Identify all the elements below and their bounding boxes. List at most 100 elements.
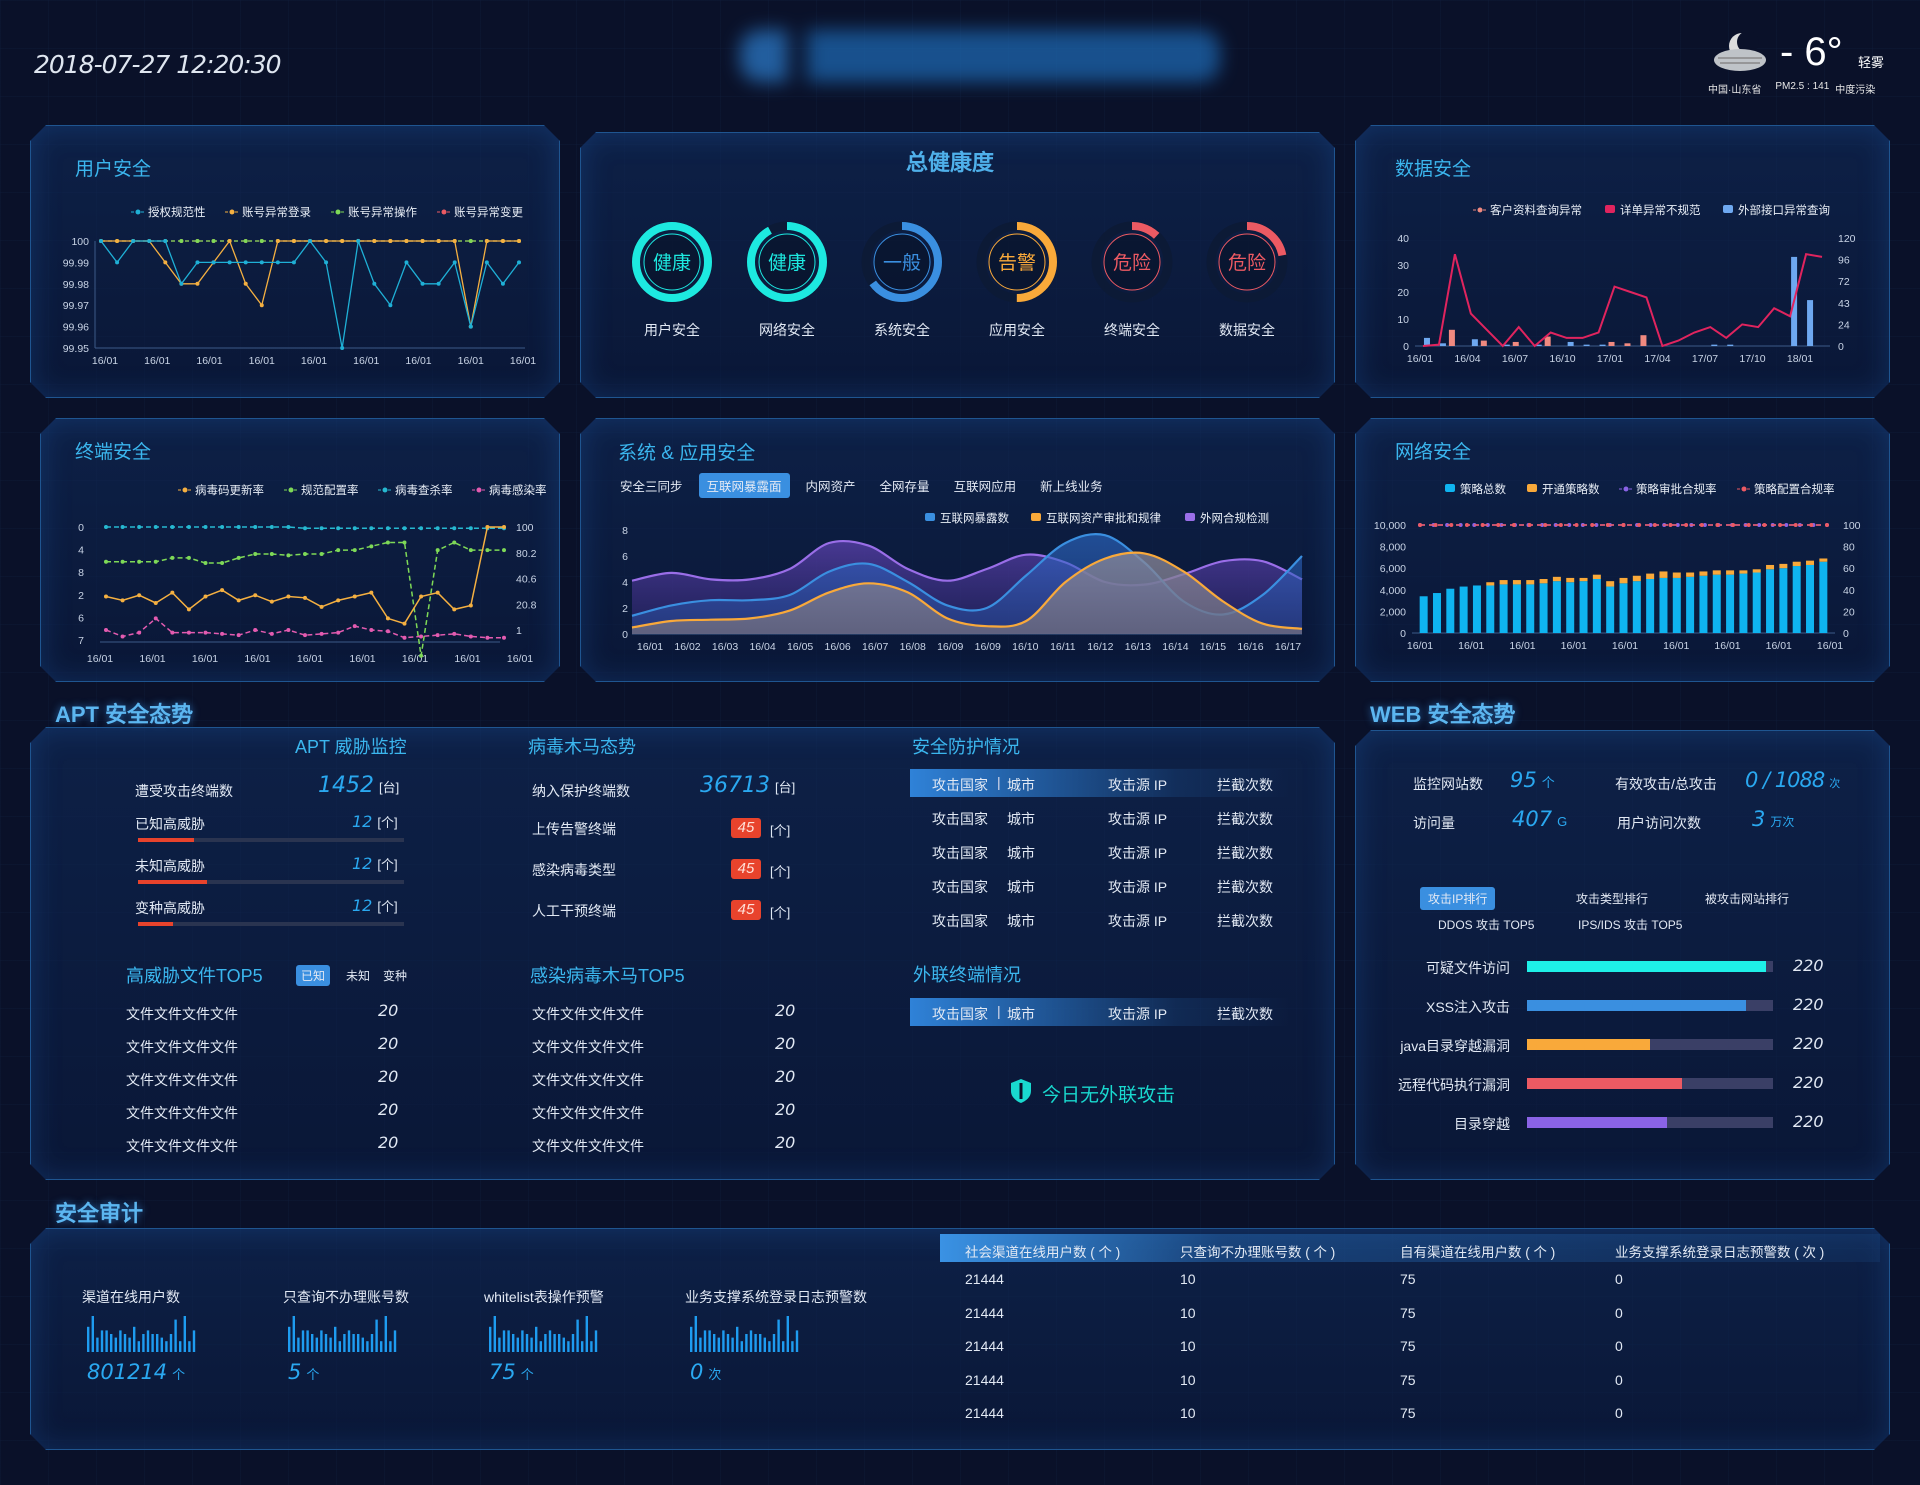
list-item-name: 文件文件文件文件	[126, 1006, 238, 1022]
col-country: 攻击国家	[932, 777, 988, 793]
web-tab-0[interactable]: 攻击IP排行	[1420, 887, 1496, 910]
tab-2[interactable]: 内网资产	[805, 480, 856, 494]
virus-title: 病毒木马态势	[528, 737, 636, 757]
audit-stat-label: 业务支撑系统登录日志预警数	[685, 1289, 867, 1305]
table-cell: 75	[1400, 1304, 1416, 1321]
attacked-value: 1452	[318, 773, 374, 798]
external-header	[910, 998, 1290, 1026]
apt-panel	[30, 727, 1335, 1180]
weather-pollution: 中度污染	[1835, 85, 1876, 96]
protection-title: 安全防护情况	[912, 737, 1020, 757]
sites-stat: 95 个	[1510, 768, 1555, 792]
virus-item-label: 感染病毒类型	[532, 862, 616, 878]
threat-progress	[138, 922, 404, 926]
tab-1[interactable]: 互联网暴露面	[698, 473, 790, 498]
attack-bar	[1527, 1117, 1773, 1128]
virus-item-unit: [个]	[770, 905, 791, 920]
threat-progress-fill	[138, 880, 208, 884]
list-item-name: 文件文件文件文件	[532, 1105, 644, 1121]
table-cell: 21444	[965, 1405, 1004, 1421]
weather-temp: - 6°	[1780, 30, 1843, 74]
panel-title: 系统 & 应用安全	[618, 443, 756, 464]
virus-item-badge: 45	[731, 818, 761, 838]
table-cell: 0	[1615, 1304, 1623, 1321]
col-count: 拦截次数	[1217, 1006, 1273, 1022]
table-cell: 21444	[965, 1338, 1004, 1354]
col-count: 拦截次数	[1217, 845, 1273, 861]
col-city: 城市	[1007, 845, 1035, 861]
protected-unit: [台]	[775, 780, 796, 795]
weather-details: 中国·山东省 PM2.5 : 141 中度污染	[1708, 81, 1875, 96]
web-tab-1[interactable]: 攻击类型排行	[1576, 892, 1649, 906]
table-cell: 0	[1615, 1371, 1623, 1388]
panel-title: 总健康度	[906, 150, 995, 175]
trojan-top5-title: 感染病毒木马TOP5	[530, 966, 685, 986]
panel-title: 终端安全	[75, 442, 152, 463]
virus-item-badge: 45	[731, 859, 761, 879]
list-item-value: 20	[378, 1067, 399, 1086]
col-country: 攻击国家	[932, 811, 988, 827]
web-tab-2[interactable]: 被攻击网站排行	[1705, 892, 1790, 906]
audit-stat-label: 渠道在线用户数	[82, 1289, 180, 1305]
file-tab-2[interactable]: 变种	[383, 969, 408, 983]
apt-section-title: APT 安全态势	[55, 702, 194, 727]
table-cell: 10	[1180, 1371, 1196, 1388]
list-item-name: 文件文件文件文件	[126, 1105, 238, 1121]
file-tab-0[interactable]: 已知	[296, 965, 331, 986]
list-item-name: 文件文件文件文件	[126, 1039, 238, 1055]
threat-progress	[138, 880, 404, 884]
protection-header	[910, 769, 1290, 797]
list-item-value: 20	[775, 1034, 796, 1053]
tab-3[interactable]: 全网存量	[879, 480, 930, 494]
health-label: 系统安全	[874, 322, 930, 338]
panel-title: 网络安全	[1395, 442, 1472, 463]
sys-tabs: 安全三同步 互联网暴露面 内网资产 全网存量 互联网应用 新上线业务	[612, 473, 1119, 498]
col-country: 攻击国家	[932, 1006, 988, 1022]
threat-progress-fill	[138, 922, 173, 926]
col-count: 拦截次数	[1217, 913, 1273, 929]
threat-progress	[138, 838, 404, 842]
web-section-title: WEB 安全态势	[1370, 702, 1516, 727]
threat-label: 未知高威胁	[135, 858, 205, 874]
attack-bar-fill	[1527, 961, 1766, 972]
list-item-value: 20	[378, 1100, 399, 1119]
virus-item-label: 上传告警终端	[532, 821, 616, 837]
list-item-value: 20	[378, 1133, 399, 1152]
audit-stat: 801214 个	[87, 1360, 185, 1384]
col-country: 攻击国家	[932, 913, 988, 929]
list-item-value: 20	[378, 1034, 399, 1053]
threat-unit: [个]	[377, 857, 398, 872]
traffic-label: 访问量	[1413, 815, 1455, 831]
file-tab-1[interactable]: 未知	[346, 969, 371, 983]
tab-4[interactable]: 互联网应用	[953, 480, 1017, 494]
shield-icon	[1010, 1078, 1032, 1109]
audit-stat: 75 个	[489, 1360, 534, 1384]
list-item-name: 文件文件文件文件	[532, 1006, 644, 1022]
health-label: 终端安全	[1104, 322, 1160, 338]
table-cell: 0	[1615, 1271, 1623, 1287]
audit-stat-label: 只查询不办理账号数	[283, 1289, 409, 1305]
virus-item-unit: [个]	[770, 864, 791, 879]
visits-value: 3	[1752, 807, 1766, 831]
col-city: 城市	[1007, 811, 1035, 827]
list-item-name: 文件文件文件文件	[532, 1072, 644, 1088]
table-cell: 21444	[965, 1271, 1004, 1287]
apt-monitor-title: APT 威胁监控	[295, 737, 407, 757]
attack-value: 0 / 1088	[1745, 768, 1825, 792]
no-external-attack-message: 今日无外联攻击	[1042, 1085, 1176, 1106]
attacked-stat: 1452 [台]	[318, 773, 399, 798]
attack-bar-fill	[1527, 1000, 1746, 1011]
attack-bar	[1527, 1078, 1773, 1089]
threat-stat: 12 [个]	[352, 854, 398, 873]
audit-stat-unit: 个	[172, 1367, 186, 1382]
tab-5[interactable]: 新上线业务	[1040, 480, 1103, 494]
web-tab-4[interactable]: IPS/IDS 攻击 TOP5	[1578, 918, 1683, 932]
threat-value: 12	[352, 896, 373, 915]
tab-0[interactable]: 安全三同步	[620, 480, 683, 494]
attack-value: 220	[1793, 956, 1824, 975]
col-country: 攻击国家	[932, 879, 988, 895]
col-city: 城市	[1007, 913, 1035, 929]
datetime: 2018-07-27 12:20:30	[34, 50, 282, 79]
web-tab-3[interactable]: DDOS 攻击 TOP5	[1438, 918, 1535, 932]
